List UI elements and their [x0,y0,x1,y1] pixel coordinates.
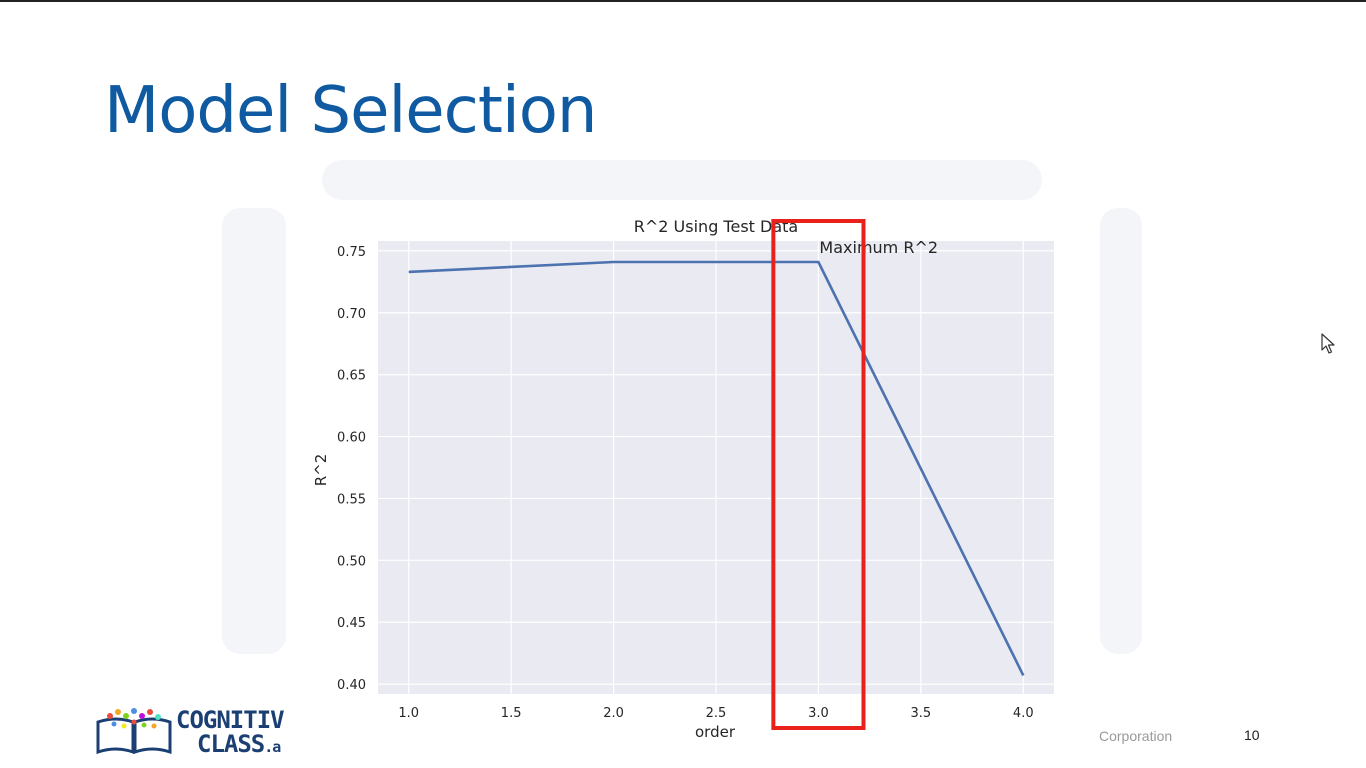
x-tick-labels: 1.0 1.5 2.0 2.5 3.0 3.5 4.0 [398,706,1033,721]
chart-title: R^2 Using Test Data [634,217,798,236]
y-tick-label: 0.45 [337,616,366,631]
logo-books-icon [96,708,172,754]
y-tick-label: 0.70 [337,307,366,322]
footer-organization: Corporation [1099,728,1173,744]
highlight-box [771,219,866,730]
x-tick-label: 2.5 [706,706,727,721]
y-tick-label: 0.60 [337,431,366,446]
y-tick-label: 0.65 [337,369,366,384]
series-group [408,260,1025,676]
logo-text-class: CLASS.a [197,730,281,758]
x-tick-label: 1.5 [501,706,522,721]
logo-text-cognitive: COGNITIV [176,706,285,734]
logo-text-class-suffix: .a [264,738,281,756]
y-tick-label: 0.40 [337,678,366,693]
cognitive-class-logo: COGNITIV CLASS.a [96,704,292,758]
x-tick-label: 3.0 [808,706,829,721]
y-tick-labels: 0.40 0.45 0.50 0.55 0.60 0.65 0.70 0.75 [337,245,366,693]
slide-title: Model Selection [104,74,597,148]
x-tick-label: 1.0 [398,706,419,721]
series-line [408,260,1025,676]
x-axis-label: order [695,723,736,741]
top-border [0,0,1366,2]
page-number: 10 [1244,727,1260,743]
annotation-maximum-r2: Maximum R^2 [819,238,938,257]
y-tick-label: 0.50 [337,554,366,569]
y-tick-label: 0.75 [337,245,366,260]
y-axis-label: R^2 [312,454,330,487]
x-tick-label: 2.0 [603,706,624,721]
y-tick-label: 0.55 [337,492,366,507]
logo-text-class-main: CLASS [197,730,265,758]
background-ghost-left [222,208,286,654]
background-ghost-right [1100,208,1142,654]
grid-lines [378,241,1054,694]
mouse-cursor-icon [1321,333,1335,354]
x-tick-label: 4.0 [1013,706,1034,721]
background-ghost-top [322,160,1042,200]
x-tick-label: 3.5 [911,706,932,721]
